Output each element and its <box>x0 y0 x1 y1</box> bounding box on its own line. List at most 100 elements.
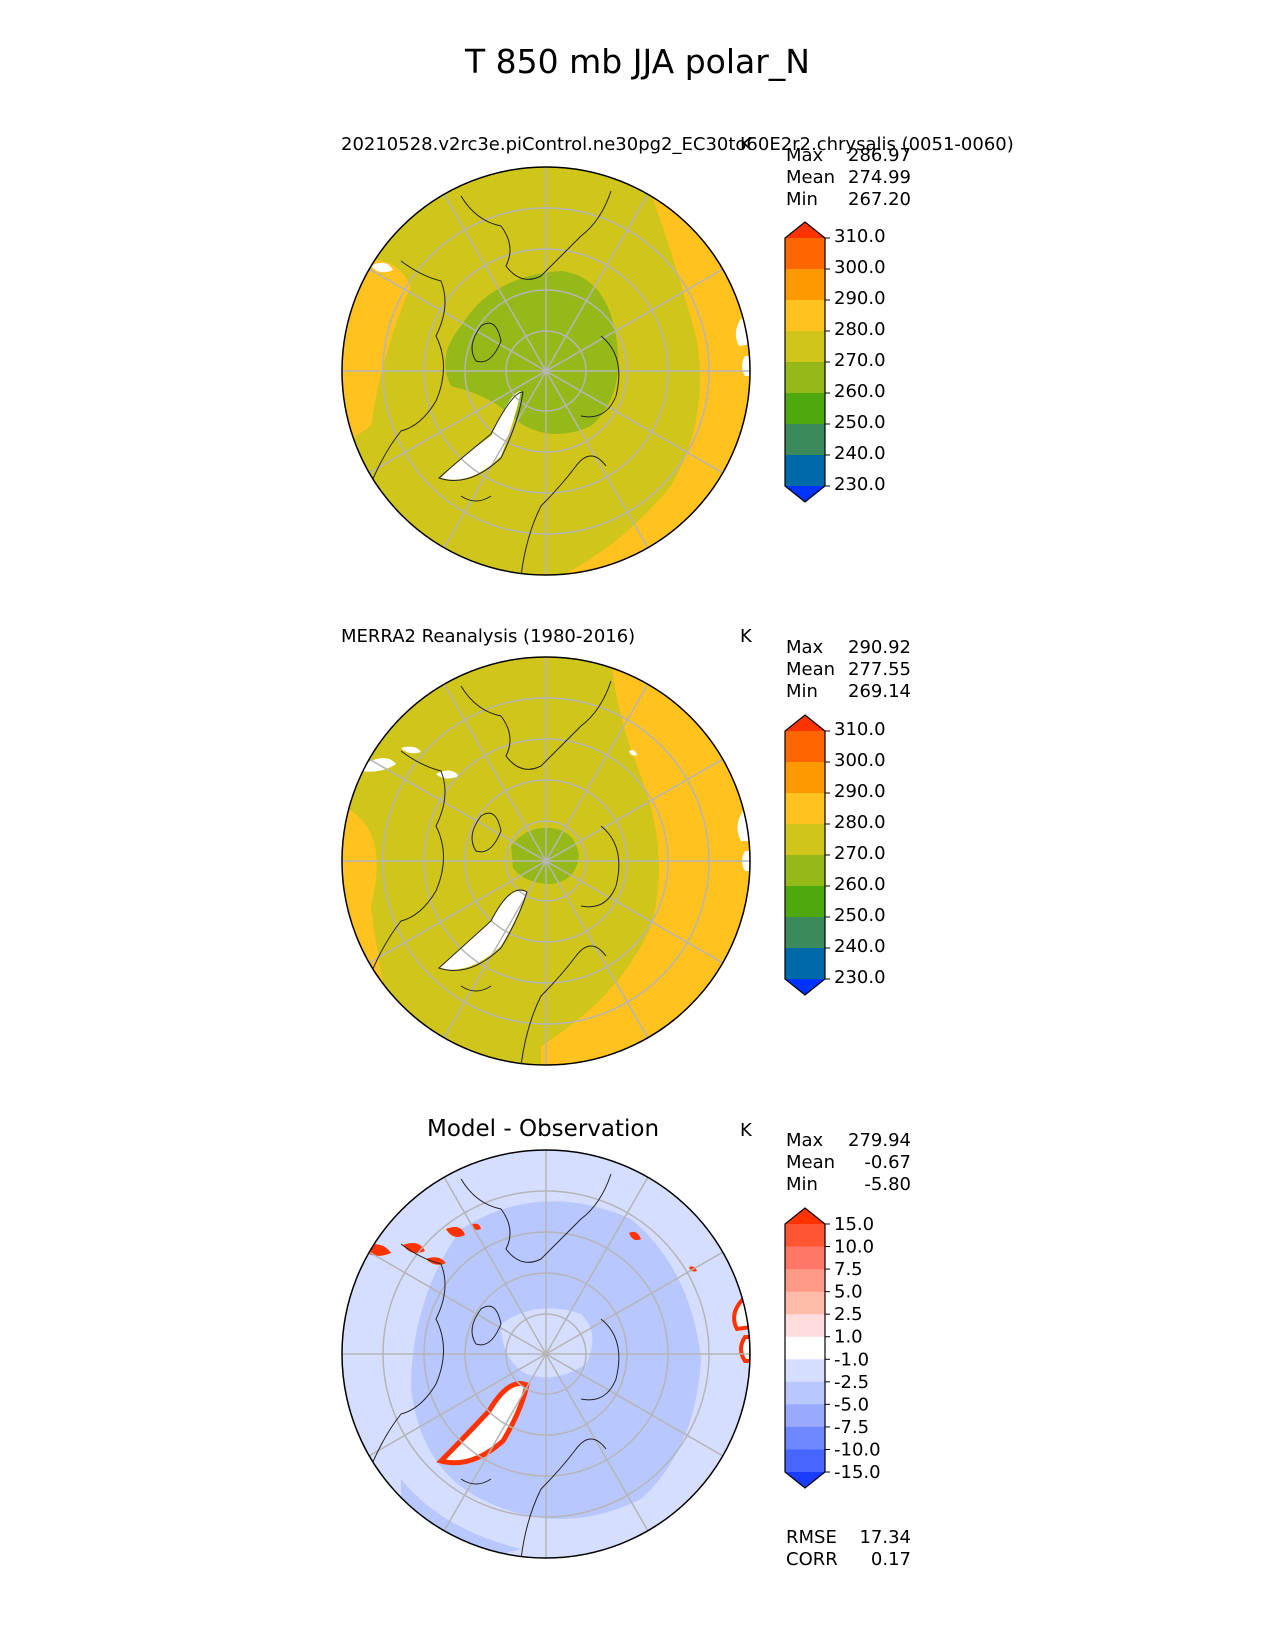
stat-label: Min <box>786 681 818 702</box>
greenland-ice <box>441 391 521 480</box>
metric-value: 0.17 <box>870 1549 911 1570</box>
colorbar-segment <box>785 1269 825 1293</box>
stat-label: Mean <box>786 659 836 680</box>
colorbar-tick-label: 260.0 <box>834 381 886 402</box>
colorbar-segment <box>785 1291 825 1315</box>
colorbar-tick-label: 230.0 <box>834 474 886 495</box>
map-boundary <box>341 656 751 1066</box>
stat-value: 269.14 <box>848 681 911 702</box>
polar-map-model <box>341 166 751 576</box>
panel-title-model: 20210528.v2rc3e.piControl.ne30pg2_EC30to… <box>341 134 1014 155</box>
colorbar-segment <box>785 824 825 856</box>
polar-map-obs <box>341 656 751 1066</box>
greenland-ice <box>439 890 526 970</box>
warm-bias-patch <box>426 1257 446 1265</box>
colorbar-segment <box>785 793 825 825</box>
colorbar-segment <box>785 269 825 301</box>
colorbar-segment <box>785 1404 825 1428</box>
map-boundary <box>341 166 751 576</box>
colorbar-segment <box>785 455 825 487</box>
stat-label: Max <box>786 1130 824 1151</box>
warm-region-west <box>342 259 411 446</box>
colorbar-segment <box>785 393 825 425</box>
colorbar-top-extension <box>785 1208 825 1224</box>
stat-label: Mean <box>786 167 836 188</box>
stats-block-model: Max 286.97 Mean 274.99 Min 267.20 <box>786 145 911 211</box>
stat-value: 279.94 <box>848 1130 911 1151</box>
stat-label: Mean <box>786 1152 836 1173</box>
colorbar-diff: 15.010.07.55.02.51.0-1.0-2.5-5.0-7.5-10.… <box>784 1207 881 1489</box>
units-label-diff: K <box>740 1120 752 1141</box>
stat-value: 277.55 <box>848 659 911 680</box>
ice-patch <box>371 262 393 273</box>
stat-label: Max <box>786 145 824 166</box>
warm-region-east <box>561 167 750 575</box>
stat-label: Min <box>786 1174 818 1195</box>
colorbar-tick-label: 7.5 <box>834 1259 863 1280</box>
colorbar-segment <box>785 1449 825 1473</box>
colorbar-tick-label: 240.0 <box>834 443 886 464</box>
colorbar-bottom-extension <box>785 1472 825 1488</box>
ice-patch <box>629 750 637 756</box>
graticule <box>342 167 750 575</box>
colorbar-segment <box>785 1224 825 1248</box>
colorbar-tick-label: 300.0 <box>834 750 886 771</box>
colorbar-segment <box>785 424 825 456</box>
coastlines <box>365 1173 620 1558</box>
units-label-obs: K <box>740 626 752 647</box>
colorbar-tick-label: -2.5 <box>834 1372 869 1393</box>
coastlines <box>365 190 620 575</box>
colorbar-tick-label: 310.0 <box>834 226 886 247</box>
colorbar-segment <box>785 331 825 363</box>
colorbar-segment <box>785 1336 825 1360</box>
colorbar-tick-label: 1.0 <box>834 1327 863 1348</box>
coastlines <box>365 680 620 1065</box>
stat-value: 290.92 <box>848 637 911 658</box>
colorbar-tick-label: 310.0 <box>834 719 886 740</box>
colorbar-top-extension <box>785 222 825 238</box>
panel-title-obs: MERRA2 Reanalysis (1980-2016) <box>341 626 636 647</box>
colorbar-tick-label: 260.0 <box>834 874 886 895</box>
stat-value: 267.20 <box>848 189 911 210</box>
stat-value: -0.67 <box>864 1152 911 1173</box>
colorbar-tick-label: 290.0 <box>834 288 886 309</box>
graticule <box>342 657 750 1065</box>
colorbar-tick-label: -1.0 <box>834 1349 869 1370</box>
colorbar-segment <box>785 731 825 763</box>
colorbar-tick-label: 290.0 <box>834 781 886 802</box>
colorbar-bottom-extension <box>785 486 825 502</box>
colorbar-tick-label: 300.0 <box>834 257 886 278</box>
colorbar-bottom-extension <box>785 979 825 995</box>
stats-block-diff: Max 279.94 Mean -0.67 Min -5.80 <box>786 1130 911 1196</box>
colorbar-segment <box>785 1246 825 1270</box>
colorbar-segment <box>785 238 825 270</box>
colorbar-segment <box>785 1381 825 1405</box>
colorbar-segment <box>785 1314 825 1338</box>
map-boundary <box>341 1149 751 1559</box>
colorbar-tick-label: -10.0 <box>834 1439 881 1460</box>
figure-title: T 850 mb JJA polar_N <box>465 42 810 81</box>
units-label-model: K <box>740 134 752 155</box>
colorbar-segment <box>785 762 825 794</box>
colorbar-tick-label: 250.0 <box>834 905 886 926</box>
warm-bias-patch <box>629 1231 641 1241</box>
colorbar-segment <box>785 362 825 394</box>
colorbar-tick-label: 270.0 <box>834 843 886 864</box>
colorbar-tick-label: -5.0 <box>834 1394 869 1415</box>
stat-label: Max <box>786 637 824 658</box>
colorbar-model: 310.0 300.0 290.0 280.0 270.0 260.0 250.0 240.0… <box>784 221 886 503</box>
panel-title-diff: Model - Observation <box>427 1116 660 1142</box>
colorbar-tick-label: 270.0 <box>834 350 886 371</box>
stats-block-obs: Max 290.92 Mean 277.55 Min 269.14 <box>786 637 911 703</box>
colorbar-tick-label: 250.0 <box>834 412 886 433</box>
colorbar-tick-label: 15.0 <box>834 1214 874 1235</box>
colorbar-segment <box>785 855 825 887</box>
colorbar-tick-label: -15.0 <box>834 1462 881 1483</box>
colorbar-segment <box>785 1359 825 1383</box>
metric-value: 17.34 <box>859 1527 911 1548</box>
colorbar-segment <box>785 886 825 918</box>
colorbar-tick-label: 240.0 <box>834 936 886 957</box>
colorbar-segment <box>785 948 825 980</box>
metric-label: RMSE <box>786 1527 837 1548</box>
cold-core-region <box>445 271 619 434</box>
